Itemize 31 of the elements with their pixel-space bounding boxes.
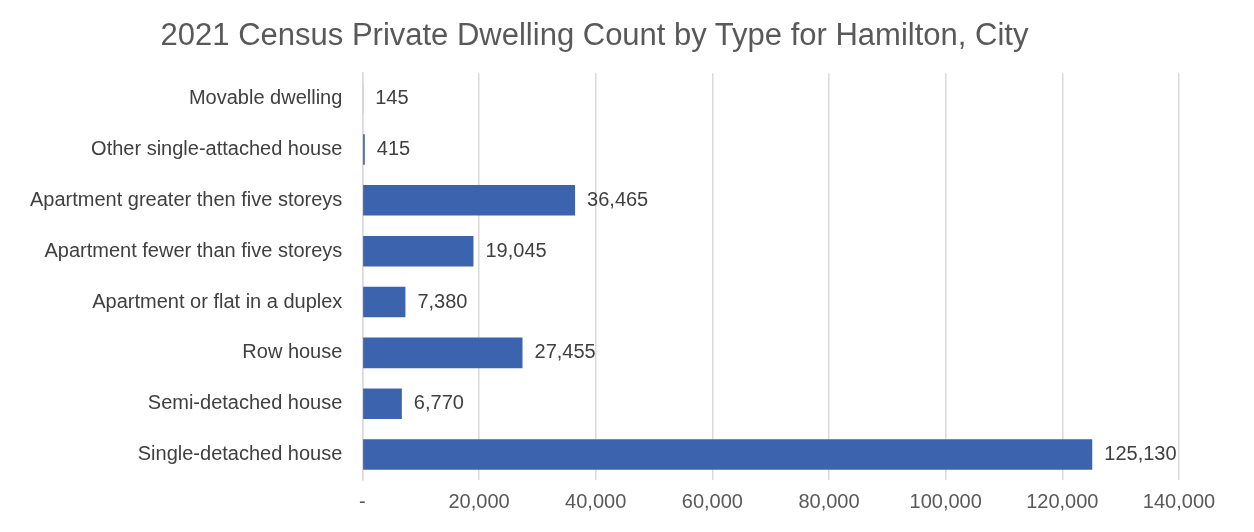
y-tick-label: Other single-attached house — [91, 136, 343, 159]
x-tick-label: - — [359, 489, 366, 512]
bar — [363, 286, 406, 318]
x-tick-label: 120,000 — [1026, 489, 1099, 512]
x-tick-label: 140,000 — [1142, 489, 1216, 512]
y-tick-label: Movable dwelling — [188, 86, 343, 109]
y-tick-label: Single-detached house — [137, 442, 343, 465]
bar — [363, 337, 523, 369]
y-tick-label: Semi-detached house — [147, 391, 343, 414]
y-tick-label: Apartment fewer than five storeys — [44, 238, 343, 261]
x-tick-label: 20,000 — [448, 489, 510, 512]
y-tick-label: Apartment or flat in a duplex — [92, 289, 343, 312]
bar — [363, 439, 1093, 470]
data-label: 6,770 — [413, 391, 464, 414]
data-label: 27,455 — [534, 340, 596, 363]
bar — [363, 185, 576, 216]
data-label: 19,045 — [485, 238, 547, 261]
x-tick-label: 100,000 — [909, 489, 982, 512]
data-label: 415 — [376, 136, 411, 159]
data-label: 145 — [375, 86, 409, 109]
data-label: 7,380 — [417, 289, 468, 312]
bar — [363, 388, 402, 419]
x-tick-label: 80,000 — [798, 489, 860, 512]
x-tick-label: 40,000 — [565, 489, 627, 512]
bar — [363, 235, 474, 267]
data-label: 125,130 — [1104, 442, 1177, 465]
chart-title: 2021 Census Private Dwelling Count by Type for Hamilton, City — [160, 17, 1029, 53]
data-label: 36,465 — [587, 187, 649, 210]
y-tick-label: Row house — [242, 340, 343, 363]
x-tick-label: 60,000 — [681, 489, 743, 512]
y-tick-label: Apartment greater then five storeys — [30, 187, 343, 210]
